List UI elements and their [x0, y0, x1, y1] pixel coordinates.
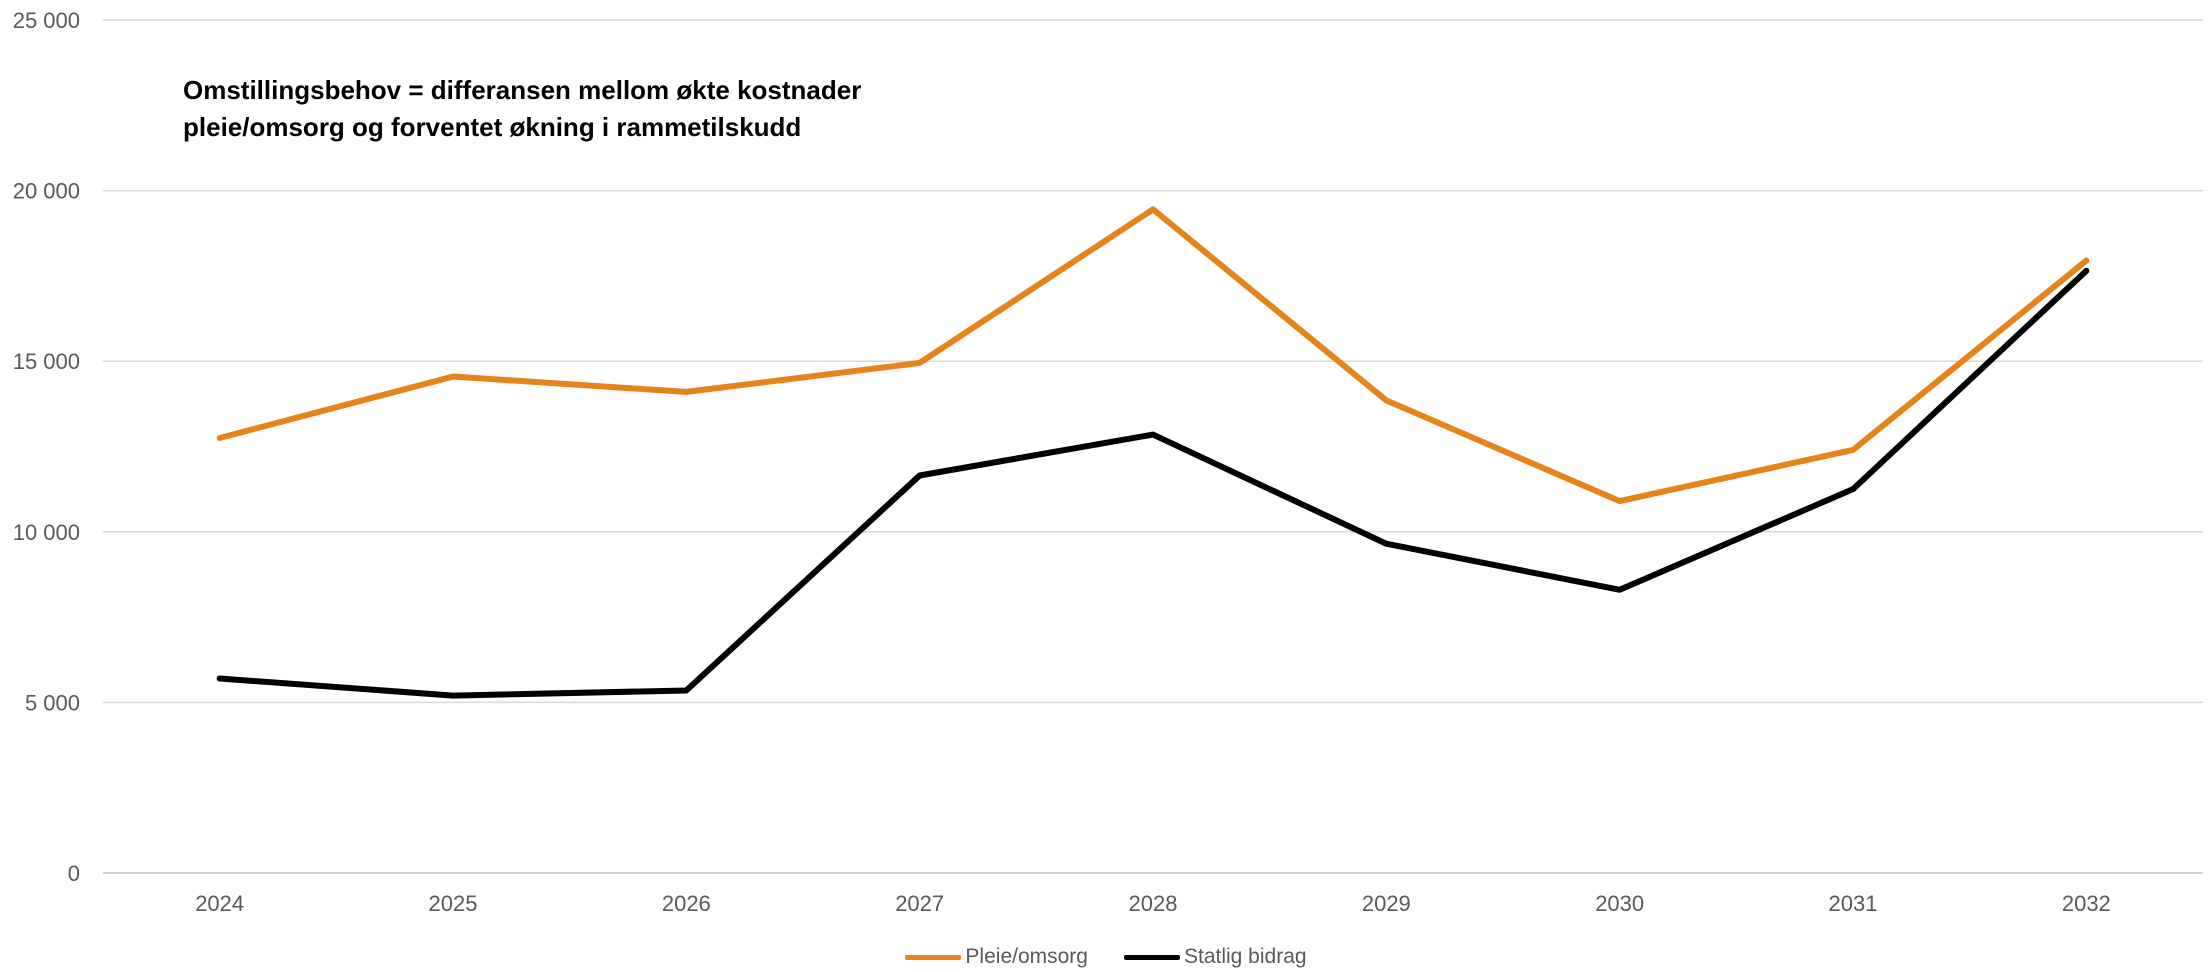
y-tick-label: 10 000	[13, 520, 80, 545]
x-tick-label: 2025	[429, 891, 478, 916]
data-point	[919, 475, 921, 477]
x-tick-label: 2031	[1829, 891, 1878, 916]
data-point	[1385, 399, 1387, 401]
legend-swatch-statlig-bidrag	[1123, 954, 1180, 960]
y-tick-label: 25 000	[13, 8, 80, 33]
data-point	[685, 391, 687, 393]
x-tick-label: 2032	[2062, 891, 2111, 916]
legend-label-pleie-omsorg: Pleie/omsorg	[965, 945, 1088, 968]
data-point	[1619, 500, 1621, 502]
y-tick-label: 15 000	[13, 349, 80, 374]
data-point	[1852, 488, 1854, 490]
annotation-line-2: pleie/omsorg og forventet økning i ramme…	[183, 112, 802, 142]
data-point	[2085, 270, 2087, 272]
data-point	[452, 695, 454, 697]
data-point	[219, 678, 221, 680]
data-point	[919, 362, 921, 364]
x-tick-label: 2030	[1595, 891, 1644, 916]
x-tick-label: 2026	[662, 891, 711, 916]
data-point	[1152, 208, 1154, 210]
data-point	[1385, 543, 1387, 545]
legend-swatch-pleie-omsorg	[905, 954, 962, 960]
legend-item-pleie-omsorg: Pleie/omsorg	[905, 945, 1088, 969]
legend: Pleie/omsorg Statlig bidrag	[0, 942, 2212, 972]
x-tick-label: 2027	[895, 891, 944, 916]
data-point	[1619, 589, 1621, 591]
data-point	[452, 376, 454, 378]
x-axis-ticks: 2024 2025 2026 2027 2028 2029 2030 2031 2032	[195, 891, 2111, 916]
data-point	[685, 689, 687, 691]
series-lines	[216, 206, 2090, 699]
x-tick-label: 2029	[1362, 891, 1411, 916]
y-tick-label: 5 000	[25, 690, 80, 715]
annotation-line-1: Omstillingsbehov = differansen mellom øk…	[183, 75, 862, 105]
legend-item-statlig-bidrag: Statlig bidrag	[1123, 945, 1307, 969]
data-point	[2085, 260, 2087, 262]
series-line-statlig-bidrag	[216, 267, 2090, 699]
x-tick-label: 2028	[1129, 891, 1178, 916]
legend-label-statlig-bidrag: Statlig bidrag	[1183, 945, 1307, 968]
chart-annotation: Omstillingsbehov = differansen mellom øk…	[183, 72, 1083, 146]
data-point	[1152, 434, 1154, 436]
gridlines	[103, 19, 2203, 874]
data-point	[1852, 449, 1854, 451]
y-tick-label: 0	[68, 861, 80, 886]
series-line-pleie-omsorg	[216, 206, 2090, 505]
y-tick-label: 20 000	[13, 179, 80, 204]
x-tick-label: 2024	[195, 891, 244, 916]
y-axis-ticks: 0 5 000 10 000 15 000 20 000 25 000	[13, 8, 80, 886]
data-point	[219, 437, 221, 439]
